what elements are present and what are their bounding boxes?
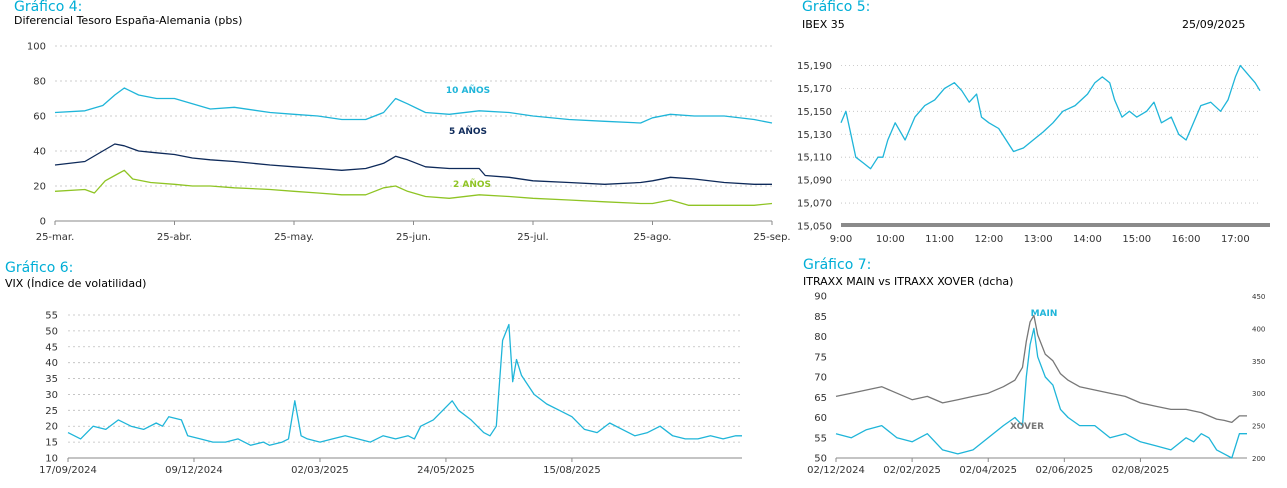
g5-x-tick-label: 17:00 (1221, 234, 1250, 245)
g5-x-axis-band (841, 223, 1270, 227)
g4-series-line-1 (54, 143, 772, 185)
g4-y-tick-label: 60 (33, 112, 46, 123)
g6-x-tick-label: 24/05/2025 (417, 465, 475, 476)
g6-x-tick-label: 09/12/2024 (165, 465, 223, 476)
g4-x-tick-label: 25-sep. (753, 232, 790, 243)
g7-y2-tick-label: 350 (1252, 358, 1265, 366)
chart-g5-subtitle: IBEX 35 (802, 18, 845, 31)
g7-x-tick-label: 02/06/2025 (1036, 465, 1094, 476)
g7-series-label: MAIN (1031, 309, 1058, 319)
g6-y-tick-label: 50 (45, 326, 58, 337)
g5-x-tick-label: 15:00 (1122, 234, 1151, 245)
chart-g4: Gráfico 4: Diferencial Tesoro España-Ale… (0, 0, 791, 250)
g4-series-line-0 (54, 87, 773, 124)
g7-series-line-1 (835, 314, 1247, 424)
chart-g7-plot: 50 55 60 65 70 75 80 85 90 200 250 300 350 400 450 02/1… (807, 292, 1265, 477)
chart-g5-title: Gráfico 5: (802, 0, 871, 15)
chart-g7: Gráfico 7: ITRAXX MAIN vs ITRAXX XOVER (… (795, 257, 1287, 488)
g7-x-tick-label: 02/08/2025 (1112, 465, 1170, 476)
chart-g6-plot: 10 15 20 25 30 35 40 45 50 55 17/09/2024 09/12/2024… (39, 311, 742, 476)
g6-y-tick-label: 10 (45, 454, 58, 465)
g7-x-tick-label: 02/04/2025 (959, 465, 1017, 476)
g5-x-tick-label: 16:00 (1172, 234, 1201, 245)
g6-x-tick-label: 15/08/2025 (543, 465, 601, 476)
g6-y-tick-label: 35 (45, 374, 58, 385)
g7-series-label: XOVER (1010, 422, 1044, 432)
g6-y-tick-label: 40 (45, 358, 58, 369)
g4-series-line-2 (54, 169, 773, 206)
g5-x-tick-label: 9:00 (830, 234, 852, 245)
chart-g4-plot: 0 20 40 60 80 100 25-mar. 25-abr. 25-may. 25-jun.… (27, 42, 791, 244)
g7-x-tick-label: 02/12/2024 (807, 465, 865, 476)
chart-g6-subtitle: VIX (Índice de volatilidad) (5, 277, 147, 290)
g7-y2-tick-label: 300 (1252, 390, 1265, 398)
g6-y-tick-label: 55 (45, 311, 58, 322)
g4-x-tick-label: 25-jul. (517, 232, 548, 243)
g7-y-tick-label: 90 (814, 292, 827, 303)
g5-y-tick-label: 15,130 (797, 130, 832, 141)
g4-x-tick-label: 25-ago. (634, 232, 672, 243)
g7-y-tick-label: 70 (814, 373, 827, 384)
g7-y2-tick-label: 400 (1252, 325, 1265, 333)
g4-y-tick-label: 100 (27, 42, 46, 53)
g7-y-tick-label: 50 (814, 454, 827, 465)
g4-series-label: 2 AÑOS (453, 179, 491, 190)
g7-y-tick-label: 85 (814, 312, 827, 323)
g6-series-line-0 (67, 323, 742, 446)
g5-y-tick-label: 15,190 (797, 61, 832, 72)
g7-y-tick-label: 55 (814, 433, 827, 444)
g4-y-tick-label: 20 (33, 182, 46, 193)
chart-g5: Gráfico 5: IBEX 35 25/09/2025 15,050 15,0… (795, 0, 1287, 250)
chart-g5-plot: 15,050 15,070 15,090 15,110 15,130 15,150 15,1… (797, 61, 1270, 245)
g7-y-tick-label: 65 (814, 393, 827, 404)
g7-y-tick-label: 75 (814, 352, 827, 363)
g4-x-tick-label: 25-mar. (36, 232, 75, 243)
g6-x-tick-label: 02/03/2025 (291, 465, 349, 476)
g7-y-tick-label: 60 (814, 413, 827, 424)
g4-x-tick-label: 25-abr. (157, 232, 192, 243)
g6-y-tick-label: 25 (45, 406, 58, 417)
g5-y-tick-label: 15,170 (797, 84, 832, 95)
g7-x-tick-label: 02/02/2025 (883, 465, 941, 476)
g4-series-label: 5 AÑOS (449, 126, 487, 137)
chart-g4-subtitle: Diferencial Tesoro España-Alemania (pbs) (14, 14, 243, 27)
chart-g4-title: Gráfico 4: (14, 0, 83, 15)
g7-y2-tick-label: 200 (1252, 455, 1265, 463)
g4-y-tick-label: 40 (33, 147, 46, 158)
g7-series-line-0 (835, 327, 1247, 459)
g5-x-tick-label: 14:00 (1073, 234, 1102, 245)
chart-g7-subtitle: ITRAXX MAIN vs ITRAXX XOVER (dcha) (803, 275, 1014, 288)
g5-x-tick-label: 12:00 (974, 234, 1003, 245)
g4-x-tick-label: 25-jun. (396, 232, 431, 243)
chart-g6: Gráfico 6: VIX (Índice de volatilidad) 1… (0, 258, 790, 488)
chart-g7-title: Gráfico 7: (803, 257, 872, 273)
g5-y-tick-label: 15,090 (797, 176, 832, 187)
g6-y-tick-label: 20 (45, 422, 58, 433)
g5-x-tick-label: 10:00 (876, 234, 905, 245)
g7-y-tick-label: 80 (814, 332, 827, 343)
g4-x-tick-label: 25-may. (274, 232, 314, 243)
g4-y-tick-label: 80 (33, 77, 46, 88)
g6-x-tick-label: 17/09/2024 (39, 465, 97, 476)
g4-series-label: 10 AÑOS (446, 85, 490, 96)
g6-y-tick-label: 30 (45, 390, 58, 401)
g6-y-tick-label: 15 (45, 438, 58, 449)
g5-y-tick-label: 15,070 (797, 199, 832, 210)
g7-y2-tick-label: 250 (1252, 423, 1265, 431)
g6-y-tick-label: 45 (45, 342, 58, 353)
chart-g5-date: 25/09/2025 (1182, 18, 1246, 31)
g5-x-tick-label: 11:00 (925, 234, 954, 245)
g4-y-tick-label: 0 (40, 217, 46, 228)
g5-y-tick-label: 15,110 (797, 153, 832, 164)
g5-y-tick-label: 15,050 (797, 222, 832, 233)
g5-series-line-0 (840, 64, 1261, 170)
g5-x-tick-label: 13:00 (1024, 234, 1053, 245)
chart-g6-title: Gráfico 6: (5, 260, 74, 276)
g5-y-tick-label: 15,150 (797, 107, 832, 118)
g7-y2-tick-label: 450 (1252, 293, 1265, 301)
